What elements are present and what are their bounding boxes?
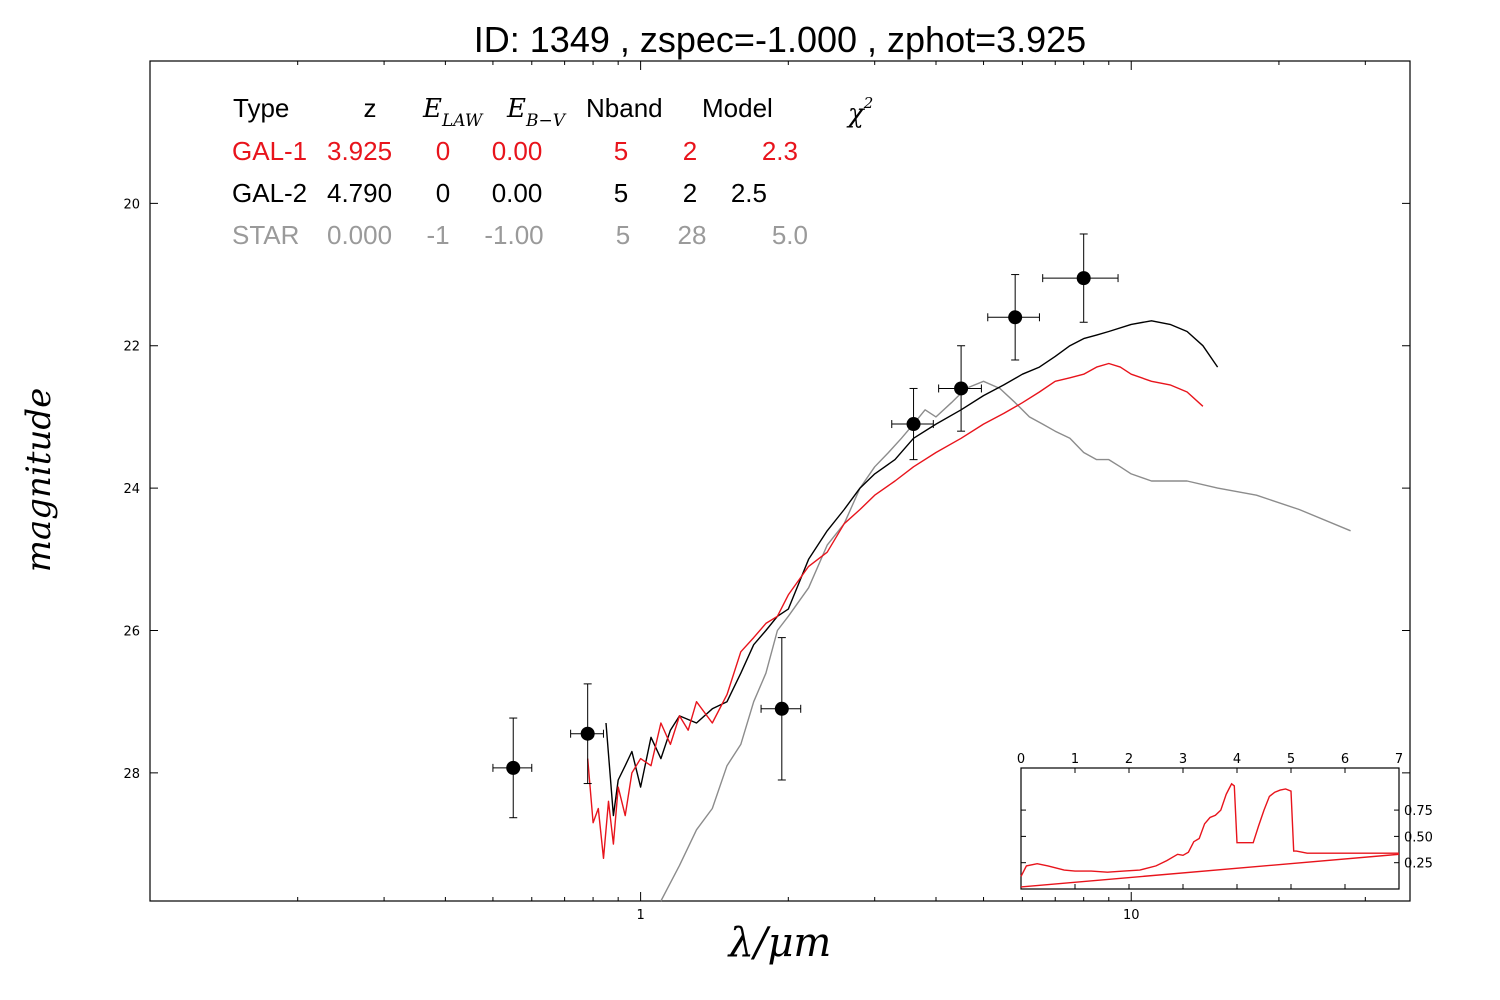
inset-x-tick-label: 5 <box>1287 752 1295 767</box>
inset-frame <box>1020 767 1400 890</box>
row-z: 0.000 <box>327 220 392 250</box>
inset-x-tick-label: 3 <box>1179 752 1187 767</box>
header-elaw: ELAW <box>422 94 484 131</box>
header-ebv: EB−V <box>506 94 567 131</box>
inset-y-tick-label: 0.75 <box>1404 804 1433 819</box>
row-ebv: -1.00 <box>484 220 543 250</box>
photometry-point <box>938 345 982 432</box>
row-nband: 5 <box>616 220 630 250</box>
row-z: 4.790 <box>327 178 392 208</box>
y-tick-label: 24 <box>123 482 140 497</box>
inset-y-tick-label: 0.25 <box>1404 857 1433 872</box>
photometry-point <box>760 637 802 781</box>
row-chi2: 2.3 <box>762 136 798 166</box>
photometry-marker <box>774 701 789 716</box>
inset-x-tick-label: 0 <box>1017 752 1025 767</box>
row-model: 2 <box>683 178 697 208</box>
x-axis-label: λ/μm <box>727 920 832 966</box>
header-nband: Nband <box>586 93 663 123</box>
photometry-point <box>1042 233 1119 323</box>
row-chi2: 5.0 <box>772 220 808 250</box>
x-tick-label: 1 <box>636 908 644 923</box>
table-row: GAL-1 3.925 0 0.00 5 2 2.3 <box>232 136 798 166</box>
x-tick-label: 10 <box>1123 908 1140 923</box>
inset-x-tick-label: 6 <box>1341 752 1349 767</box>
photometry-marker <box>906 417 921 432</box>
row-elaw: -1 <box>426 220 449 250</box>
header-chi2: χ2 <box>846 94 873 129</box>
row-nband: 5 <box>614 136 628 166</box>
series-line-gal-2 <box>605 320 1219 817</box>
y-tick-label: 20 <box>123 197 140 212</box>
fit-results-table: Type z ELAW EB−V Nband Model χ2 GAL-1 3.… <box>232 93 873 250</box>
row-type: GAL-1 <box>232 136 307 166</box>
inset-pdz-line <box>1020 853 1400 888</box>
photometry-marker <box>1008 310 1023 325</box>
row-type: STAR <box>232 220 299 250</box>
inset-x-tick-label: 1 <box>1071 752 1079 767</box>
inset-x-tick-label: 2 <box>1125 752 1133 767</box>
table-header-row: Type z ELAW EB−V Nband Model χ2 <box>233 93 873 131</box>
row-elaw: 0 <box>436 136 450 166</box>
row-ebv: 0.00 <box>492 136 543 166</box>
inset-axis-ticks: 0 1 2 3 4 5 6 7 0.25 0.50 0.75 <box>1017 752 1433 889</box>
chart-title: ID: 1349 , zspec=-1.000 , zphot=3.925 <box>474 19 1086 60</box>
photometry-points-group <box>492 233 1119 819</box>
photometry-marker <box>954 381 969 396</box>
row-model: 28 <box>678 220 707 250</box>
inset-series-group <box>1020 782 1400 888</box>
photometry-marker <box>1076 271 1091 286</box>
header-type: Type <box>233 93 289 123</box>
inset-x-tick-label: 7 <box>1395 752 1403 767</box>
table-row: STAR 0.000 -1 -1.00 5 28 5.0 <box>232 220 808 250</box>
y-axis-label: magnitude <box>19 388 59 573</box>
row-model: 2 <box>683 136 697 166</box>
row-nband: 5 <box>614 178 628 208</box>
row-type: GAL-2 <box>232 178 307 208</box>
photometry-point <box>891 387 934 461</box>
row-ebv: 0.00 <box>492 178 543 208</box>
inset-x-tick-label: 4 <box>1233 752 1241 767</box>
row-elaw: 0 <box>436 178 450 208</box>
header-model: Model <box>702 93 773 123</box>
series-line-star <box>660 380 1351 902</box>
header-z: z <box>364 93 377 123</box>
photometry-point <box>570 683 604 785</box>
photometry-marker <box>580 726 595 741</box>
row-z: 3.925 <box>327 136 392 166</box>
inset-y-tick-label: 0.50 <box>1404 830 1433 845</box>
photometry-marker <box>506 760 521 775</box>
inset-pdz-plot: 0 1 2 3 4 5 6 7 0.25 0.50 0.75 <box>1017 752 1433 890</box>
series-line-gal-1 <box>587 362 1204 859</box>
y-tick-label: 22 <box>123 340 140 355</box>
photometry-point <box>492 717 533 819</box>
main-plot-frame <box>149 60 1411 902</box>
main-series-group <box>587 320 1351 902</box>
row-chi2: 2.5 <box>731 178 767 208</box>
inset-pdz-line <box>1020 782 1399 877</box>
y-tick-label: 28 <box>123 767 140 782</box>
table-row: GAL-2 4.790 0 0.00 5 2 2.5 <box>232 178 767 208</box>
y-tick-label: 26 <box>123 624 140 639</box>
photometry-point <box>987 274 1040 361</box>
